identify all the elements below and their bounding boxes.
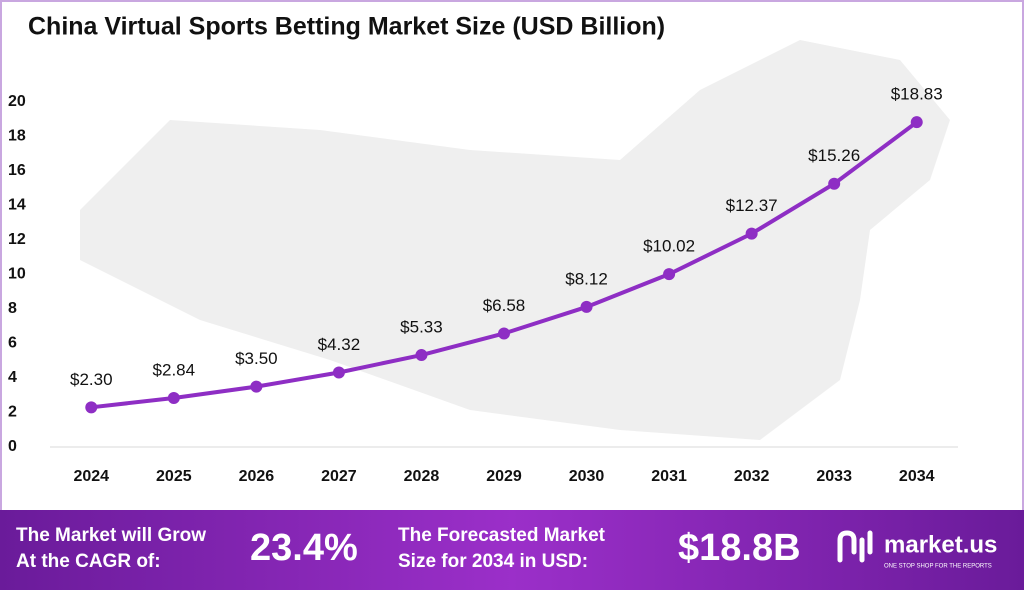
x-tick-label: 2028 — [404, 468, 440, 485]
value-label: $4.32 — [318, 335, 361, 354]
y-tick-label: 16 — [8, 162, 26, 179]
value-label: $6.58 — [483, 296, 526, 315]
map-watermark — [80, 40, 950, 440]
point — [85, 401, 98, 414]
value-label: $2.84 — [153, 360, 196, 379]
brand-logo — [837, 530, 873, 563]
y-tick-label: 6 — [8, 335, 17, 352]
y-tick-label: 4 — [8, 369, 17, 386]
point — [415, 349, 428, 362]
y-tick-label: 12 — [8, 231, 26, 248]
y-tick-label: 8 — [8, 300, 17, 317]
cagr-text: The Market will Grow — [16, 525, 206, 546]
y-tick-label: 18 — [8, 128, 26, 145]
point — [580, 300, 593, 313]
x-tick-label: 2031 — [651, 468, 687, 485]
value-label: $10.02 — [643, 237, 695, 256]
value-label: $5.33 — [400, 318, 443, 337]
cagr-text: At the CAGR of: — [16, 551, 161, 572]
brand: market.us — [884, 531, 997, 558]
x-tick-label: 2027 — [321, 468, 357, 485]
x-tick-label: 2024 — [73, 468, 109, 485]
chart-title: China Virtual Sports Betting Market Size… — [28, 13, 665, 41]
value-label: $12.37 — [726, 196, 778, 215]
point — [167, 392, 180, 405]
x-tick-label: 2032 — [734, 468, 770, 485]
y-tick-label: 10 — [8, 266, 26, 283]
point — [498, 327, 510, 340]
value-label: $15.26 — [808, 146, 860, 165]
value-label: $2.30 — [70, 370, 113, 389]
forecast-value: $18.8B — [678, 527, 801, 569]
value-label: $3.50 — [235, 349, 278, 368]
y-tick-label: 14 — [8, 197, 26, 214]
point — [745, 227, 758, 240]
x-tick-label: 2034 — [899, 468, 935, 485]
x-tick-label: 2026 — [239, 468, 275, 485]
x-tick-label: 2025 — [156, 468, 192, 485]
point — [250, 380, 263, 393]
cagr-value: 23.4% — [250, 527, 358, 569]
forecast-text: The Forecasted Market — [398, 525, 606, 546]
x-tick-label: 2030 — [569, 468, 605, 485]
y-tick-label: 20 — [8, 93, 26, 110]
x-tick-label: 2033 — [816, 468, 852, 485]
point — [828, 177, 841, 190]
point — [332, 366, 345, 379]
point — [910, 116, 923, 129]
x-tick-label: 2029 — [486, 468, 522, 485]
y-tick-label: 0 — [8, 438, 17, 455]
value-label: $8.12 — [565, 269, 608, 288]
y-tick-label: 2 — [8, 404, 17, 421]
forecast-text: Size for 2034 in USD: — [398, 551, 588, 572]
point — [663, 268, 676, 281]
tagline: ONE STOP SHOP FOR THE REPORTS — [884, 564, 992, 570]
value-label: $18.83 — [891, 85, 943, 104]
